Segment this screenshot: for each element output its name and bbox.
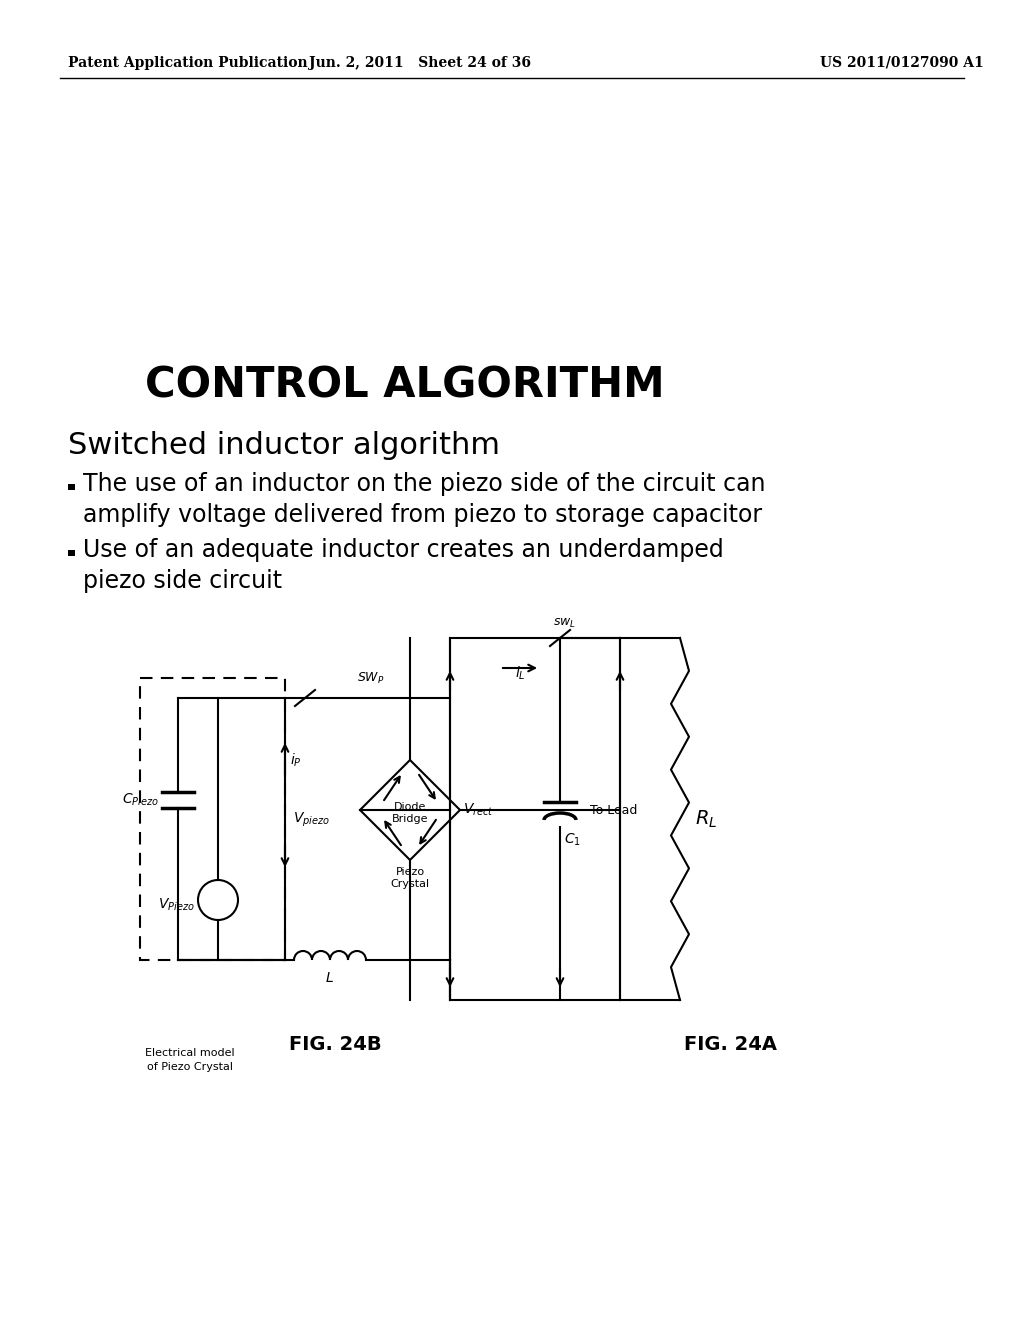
Text: Electrical model
of Piezo Crystal: Electrical model of Piezo Crystal bbox=[145, 1048, 234, 1072]
Text: To Load: To Load bbox=[590, 804, 637, 817]
Text: $i_L$: $i_L$ bbox=[515, 664, 525, 682]
Text: Switched inductor algorithm: Switched inductor algorithm bbox=[68, 430, 500, 459]
Text: $V_{piezo}$: $V_{piezo}$ bbox=[293, 810, 330, 829]
Text: $V_{Piezo}$: $V_{Piezo}$ bbox=[159, 896, 195, 913]
Text: Jun. 2, 2011   Sheet 24 of 36: Jun. 2, 2011 Sheet 24 of 36 bbox=[309, 55, 531, 70]
Text: Patent Application Publication: Patent Application Publication bbox=[68, 55, 307, 70]
Text: L: L bbox=[326, 972, 334, 985]
Text: $C_{Piezo}$: $C_{Piezo}$ bbox=[122, 792, 159, 808]
Text: $C_1$: $C_1$ bbox=[564, 832, 581, 849]
Text: $SW_P$: $SW_P$ bbox=[357, 671, 385, 686]
Text: US 2011/0127090 A1: US 2011/0127090 A1 bbox=[820, 55, 984, 70]
Text: Use of an adequate inductor creates an underdamped: Use of an adequate inductor creates an u… bbox=[83, 539, 724, 562]
Polygon shape bbox=[68, 484, 75, 490]
Text: $R_L$: $R_L$ bbox=[695, 808, 718, 830]
Text: FIG. 24A: FIG. 24A bbox=[683, 1035, 776, 1055]
Text: amplify voltage delivered from piezo to storage capacitor: amplify voltage delivered from piezo to … bbox=[83, 503, 762, 527]
Text: Diode
Bridge: Diode Bridge bbox=[392, 803, 428, 824]
Text: $sw_L$: $sw_L$ bbox=[553, 616, 577, 630]
Text: CONTROL ALGORITHM: CONTROL ALGORITHM bbox=[145, 364, 665, 407]
Text: $V_{rect}$: $V_{rect}$ bbox=[463, 801, 494, 818]
Text: The use of an inductor on the piezo side of the circuit can: The use of an inductor on the piezo side… bbox=[83, 473, 766, 496]
Text: Piezo
Crystal: Piezo Crystal bbox=[390, 867, 429, 888]
Text: FIG. 24B: FIG. 24B bbox=[289, 1035, 381, 1055]
Polygon shape bbox=[68, 550, 75, 556]
Text: piezo side circuit: piezo side circuit bbox=[83, 569, 283, 593]
Text: $i_P$: $i_P$ bbox=[290, 751, 302, 768]
